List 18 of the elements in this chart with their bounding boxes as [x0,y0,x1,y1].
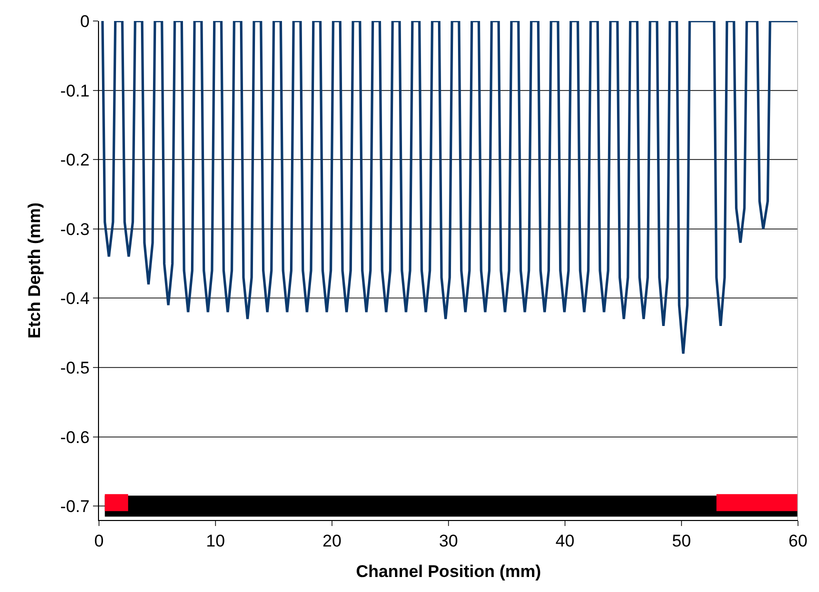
y-tick-label: -0.6 [60,428,90,447]
y-axis-title: Etch Depth (mm) [24,202,44,338]
x-tick-label: 0 [94,531,104,550]
x-tick-label: 40 [556,531,574,550]
y-tick-label: -0.1 [60,81,90,100]
line-series [101,21,798,355]
y-tick-label: -0.5 [60,358,90,378]
y-tick-label: -0.4 [60,289,90,308]
y-tick-label: -0.3 [60,220,90,239]
x-tick-label: 10 [206,531,225,550]
x-tick-label: 50 [672,531,691,550]
x-tick-label: 20 [322,531,342,550]
y-tick-label: -0.2 [60,150,90,170]
x-tick-label: 30 [439,531,458,550]
y-tick-label: 0 [80,12,90,31]
x-axis-title: Channel Position (mm) [356,562,542,581]
y-tick-label: -0.7 [60,497,90,516]
x-tick-label: 60 [788,531,808,550]
